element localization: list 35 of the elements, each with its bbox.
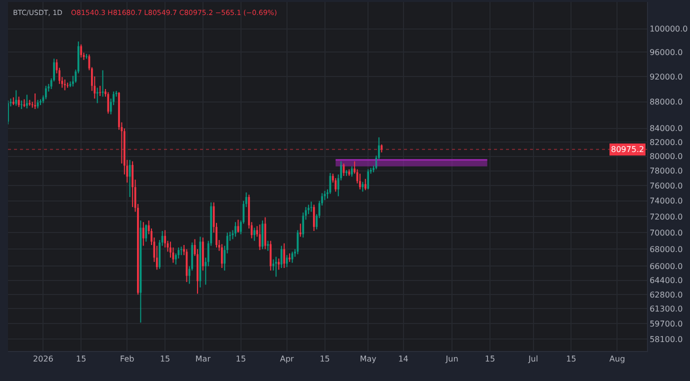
y-tick-label: 84000.0 xyxy=(650,124,683,134)
x-tick-label: 15 xyxy=(236,354,246,364)
y-tick-label: 88000.0 xyxy=(650,98,683,107)
x-tick-label: Aug xyxy=(609,354,626,364)
x-tick-label: Mar xyxy=(195,354,212,364)
x-tick-label: 15 xyxy=(160,354,170,364)
y-tick-label: 96000.0 xyxy=(650,48,683,57)
y-tick-label: 72000.0 xyxy=(650,212,683,222)
y-tick-label: 59700.0 xyxy=(650,319,683,328)
y-tick-label: 78000.0 xyxy=(650,166,683,176)
y-tick-label: 58100.0 xyxy=(650,334,683,344)
y-tick-label: 100000.0 xyxy=(650,24,688,34)
x-tick-label: Jul xyxy=(527,354,538,364)
y-tick-label: 62800.0 xyxy=(650,290,683,300)
x-tick-label: 15 xyxy=(320,354,330,364)
y-tick-label: 66000.0 xyxy=(650,262,683,272)
y-tick-label: 61300.0 xyxy=(650,304,683,314)
x-tick-label: 15 xyxy=(566,354,576,364)
y-tick-label: 92000.0 xyxy=(650,72,683,82)
y-tick-label: 74000.0 xyxy=(650,196,683,206)
x-tick-label: Feb xyxy=(120,354,134,364)
x-tick-label: May xyxy=(360,354,377,364)
y-tick-label: 68000.0 xyxy=(650,244,683,254)
y-tick-label: 76000.0 xyxy=(650,181,683,190)
x-tick-label: 2026 xyxy=(33,354,54,364)
ref-line-label: 80975.2 xyxy=(611,145,644,154)
y-tick-label: 64400.0 xyxy=(650,276,683,286)
y-tick-label: 82000.0 xyxy=(650,138,683,147)
x-tick-label: Apr xyxy=(280,354,295,364)
x-tick-label: 14 xyxy=(398,354,408,364)
y-tick-label: 80000.0 xyxy=(650,152,683,162)
y-tick-label: 70000.0 xyxy=(650,228,683,238)
x-tick-label: 15 xyxy=(484,354,496,364)
x-tick-label: 15 xyxy=(76,354,86,364)
x-tick-label: Jun xyxy=(444,354,458,364)
